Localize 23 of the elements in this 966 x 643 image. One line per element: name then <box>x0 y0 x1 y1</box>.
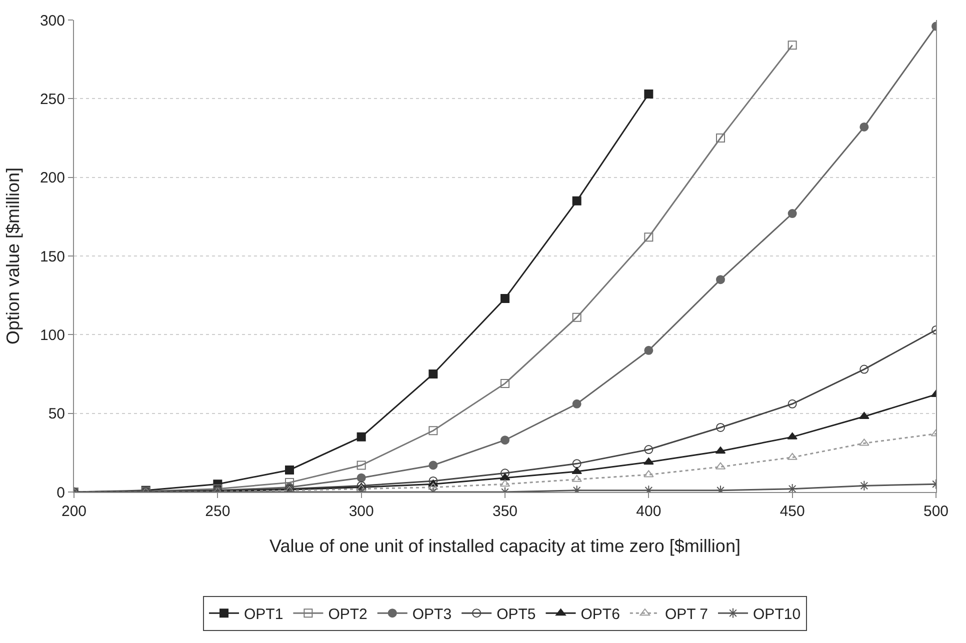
x-axis-title: Value of one unit of installed capacity at time zero [$million] <box>270 536 740 556</box>
y-tick-label: 250 <box>40 90 65 108</box>
y-tick-label: 150 <box>40 248 65 266</box>
legend-label: OPT 7 <box>664 606 708 623</box>
x-tick-label: 450 <box>780 503 805 520</box>
legend-label: OPT10 <box>753 606 801 623</box>
legend-label: OPT3 <box>412 606 452 623</box>
y-tick-label: 50 <box>48 406 65 423</box>
x-tick-label: 300 <box>348 503 374 520</box>
x-tick-label: 400 <box>636 503 662 520</box>
legend-label: OPT5 <box>496 606 536 623</box>
y-axis-title: Option value [$million] <box>3 167 24 345</box>
x-tick-label: 200 <box>61 503 87 520</box>
y-tick-label: 0 <box>56 484 65 502</box>
legend-label: OPT6 <box>580 606 620 623</box>
y-tick-label: 100 <box>40 326 65 344</box>
y-tick-label: 300 <box>40 12 65 30</box>
x-tick-label: 250 <box>205 503 230 520</box>
x-tick-label: 350 <box>492 503 518 520</box>
x-tick-label: 500 <box>923 503 949 520</box>
legend-label: OPT2 <box>328 606 368 623</box>
y-tick-label: 200 <box>40 170 65 187</box>
legend-label: OPT1 <box>244 606 284 623</box>
